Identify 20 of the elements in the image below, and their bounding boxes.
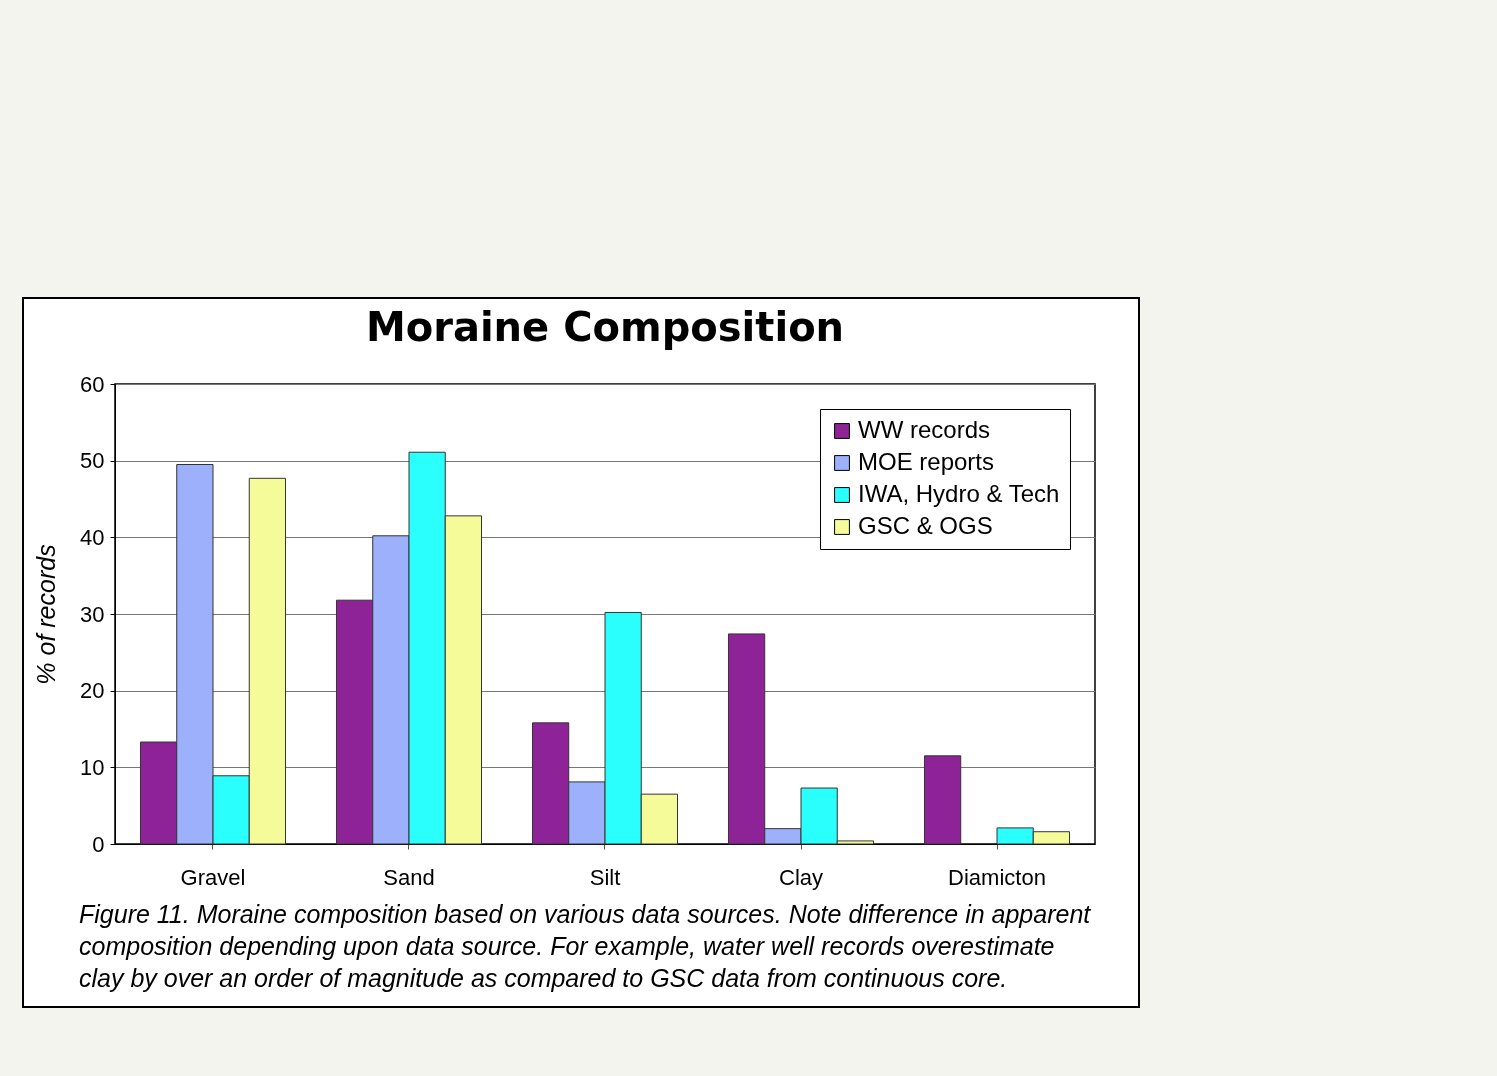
legend-label: MOE reports xyxy=(858,448,995,475)
bar xyxy=(923,755,962,845)
y-tick-label: 0 xyxy=(92,831,105,857)
y-axis-title: % of records xyxy=(32,544,61,685)
x-tick-label: Gravel xyxy=(180,864,246,890)
caption: Figure 11. Moraine composition based on various data sources. Note difference in apparent composition depending upon data source. For example, water well records overestimate clay by over an order of magnitude as compared to GSC data from continuous core. xyxy=(79,899,1092,994)
y-tick-label: 20 xyxy=(80,678,105,704)
x-tick-label: Clay xyxy=(778,864,824,890)
y-tick-label: 40 xyxy=(80,524,105,550)
x-tick-label: Silt xyxy=(589,864,621,890)
x-tick-label: Diamicton xyxy=(948,864,1046,890)
legend-label: WW records xyxy=(858,416,990,443)
chart-title: Moraine Composition xyxy=(365,304,845,350)
y-tick-label: 30 xyxy=(80,601,105,627)
legend-label: IWA, Hydro & Tech xyxy=(858,480,1060,507)
y-tick-label: 50 xyxy=(80,448,105,474)
y-tick-label: 60 xyxy=(80,371,105,397)
y-tick-label: 10 xyxy=(80,754,105,780)
legend-label: GSC & OGS xyxy=(858,512,993,539)
x-tick-label: Sand xyxy=(383,864,435,890)
